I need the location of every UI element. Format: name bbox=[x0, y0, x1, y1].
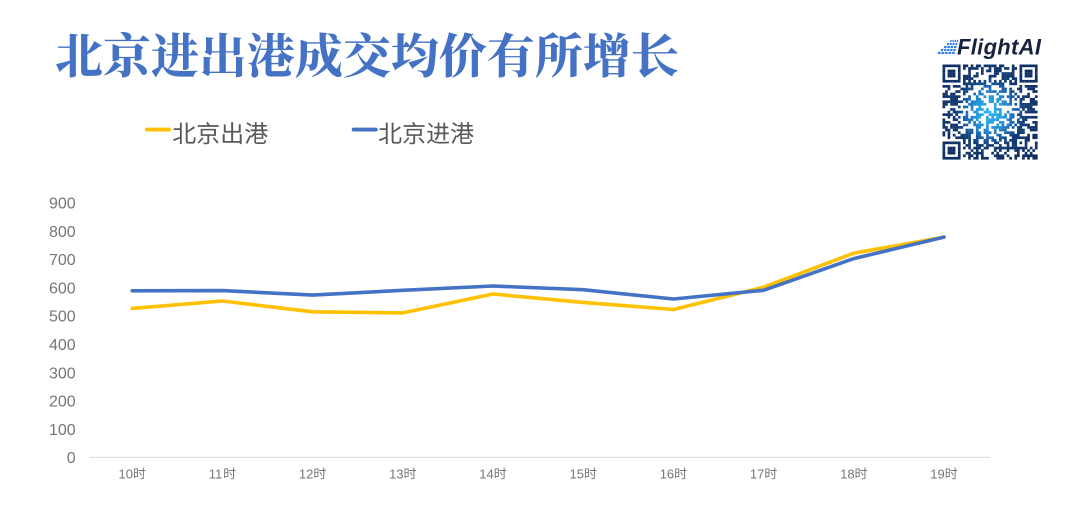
svg-text:17: 17 bbox=[750, 466, 764, 481]
svg-text:300: 300 bbox=[49, 365, 76, 382]
svg-text:500: 500 bbox=[49, 309, 76, 326]
svg-text:16: 16 bbox=[660, 466, 674, 481]
svg-text:15: 15 bbox=[570, 466, 584, 481]
svg-text:800: 800 bbox=[49, 224, 76, 241]
svg-text:FlightAI: FlightAI bbox=[957, 35, 1042, 60]
svg-text:200: 200 bbox=[49, 394, 76, 411]
svg-text:0: 0 bbox=[67, 450, 76, 467]
svg-text:14: 14 bbox=[479, 466, 493, 481]
svg-text:100: 100 bbox=[49, 422, 76, 439]
svg-text:13: 13 bbox=[389, 466, 403, 481]
svg-text:400: 400 bbox=[49, 337, 76, 354]
svg-text:19: 19 bbox=[930, 466, 944, 481]
svg-text:700: 700 bbox=[49, 252, 76, 269]
svg-text:10: 10 bbox=[119, 466, 133, 481]
svg-text:900: 900 bbox=[49, 196, 76, 213]
svg-text:600: 600 bbox=[49, 280, 76, 297]
svg-text:12: 12 bbox=[299, 466, 313, 481]
svg-text:18: 18 bbox=[840, 466, 854, 481]
svg-text:11: 11 bbox=[209, 466, 223, 481]
